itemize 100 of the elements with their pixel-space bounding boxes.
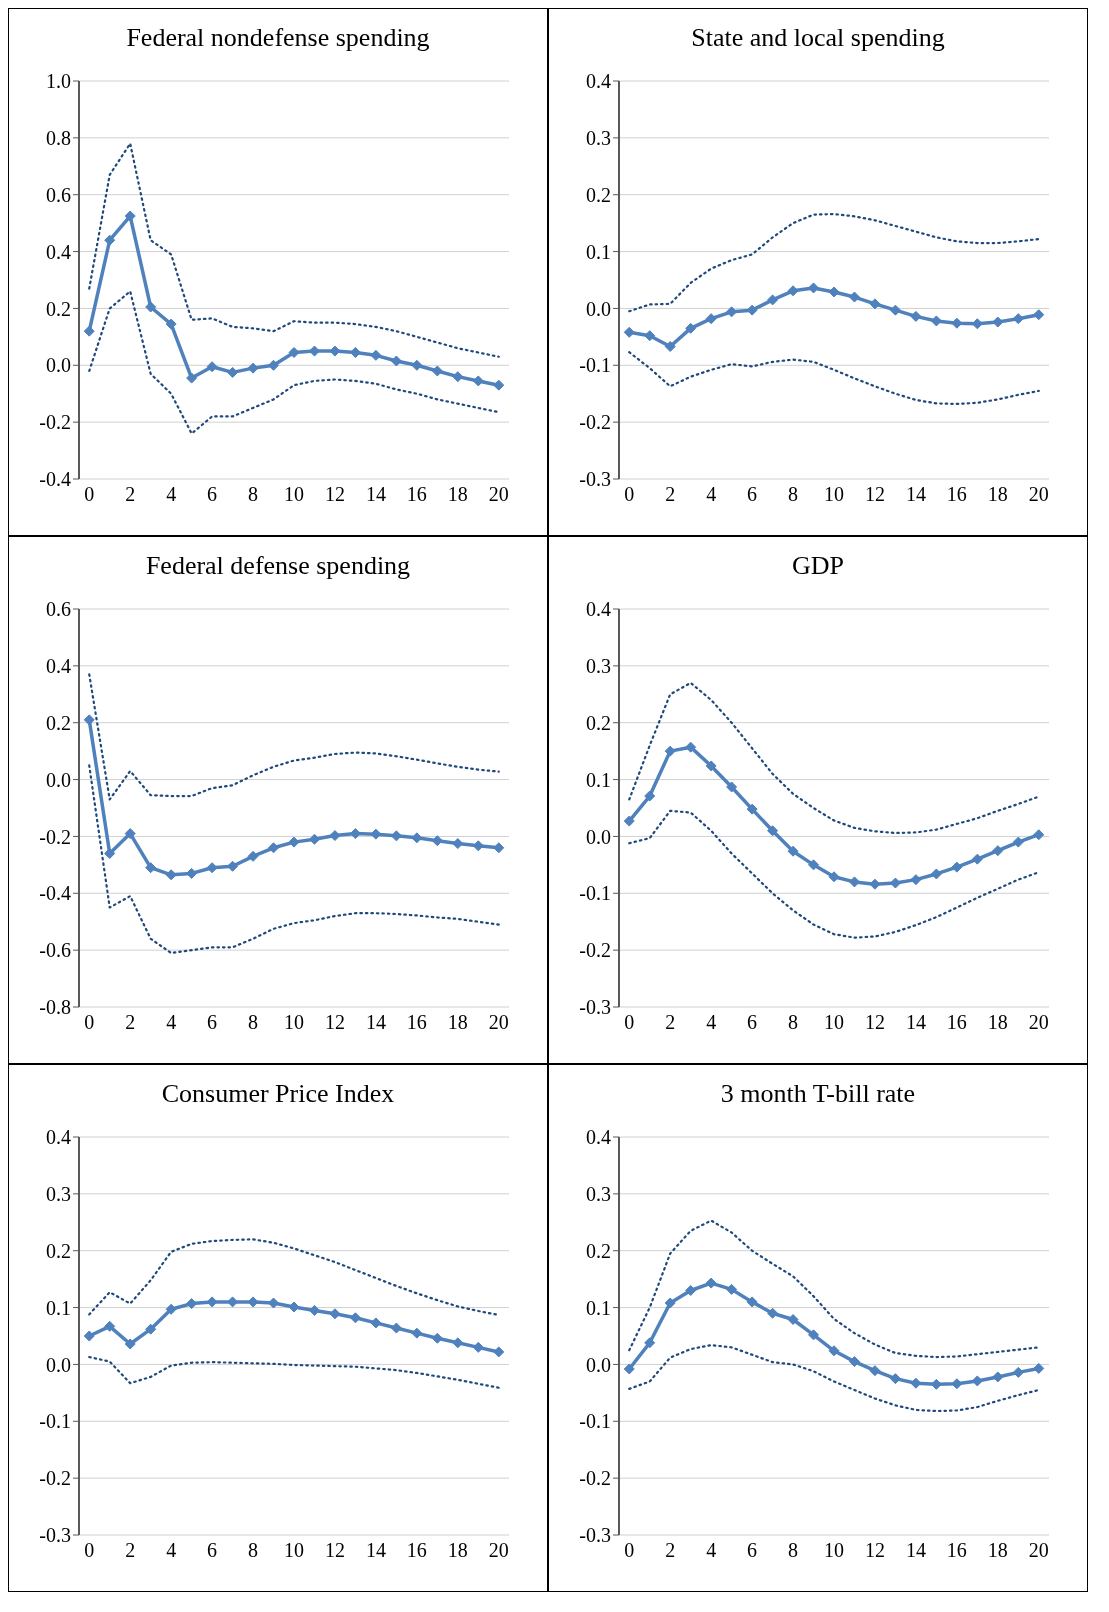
point bbox=[104, 847, 116, 859]
x-tick-label: 4 bbox=[706, 1011, 717, 1034]
y-tick-label: 0.0 bbox=[586, 825, 611, 848]
x-tick-label: 14 bbox=[365, 1539, 386, 1562]
chart-title: Federal defense spending bbox=[144, 550, 412, 582]
point bbox=[145, 1323, 157, 1335]
line-series bbox=[628, 1219, 1040, 1359]
x-tick-label: 0 bbox=[84, 483, 95, 506]
point bbox=[930, 315, 942, 327]
point bbox=[390, 1322, 402, 1334]
y-tick-label: -0.2 bbox=[579, 1467, 611, 1490]
point bbox=[808, 859, 820, 871]
point bbox=[247, 362, 259, 374]
point bbox=[767, 294, 779, 306]
point bbox=[206, 361, 218, 373]
point bbox=[910, 874, 922, 886]
x-tick-label: 14 bbox=[905, 483, 926, 506]
point bbox=[370, 349, 382, 361]
x-tick-label: 2 bbox=[125, 1011, 136, 1034]
x-tick-label: 16 bbox=[406, 483, 427, 506]
x-tick-label: 16 bbox=[406, 1539, 427, 1562]
y-tick-label: 0.1 bbox=[586, 240, 611, 263]
y-tick-label: -0.1 bbox=[579, 1410, 611, 1433]
y-tick-label: 0.2 bbox=[586, 183, 611, 206]
line-series bbox=[88, 764, 500, 955]
x-tick-label: 20 bbox=[1028, 1539, 1049, 1562]
x-tick-label: 8 bbox=[788, 1539, 799, 1562]
y-tick-label: 0.0 bbox=[586, 297, 611, 320]
chart-title: 3 month T-bill rate bbox=[719, 1078, 917, 1110]
x-tick-label: 18 bbox=[987, 1011, 1008, 1034]
y-tick-label: -0.2 bbox=[39, 825, 71, 848]
y-tick-label: -0.1 bbox=[579, 354, 611, 377]
point bbox=[623, 326, 635, 338]
x-tick-label: 6 bbox=[207, 1539, 218, 1562]
point bbox=[472, 375, 484, 387]
line-series bbox=[628, 681, 1040, 835]
chart-title: State and local spending bbox=[690, 22, 946, 54]
x-tick-label: 20 bbox=[488, 1539, 509, 1562]
x-tick-label: 16 bbox=[946, 483, 967, 506]
y-tick-label: 1.0 bbox=[46, 70, 71, 93]
point bbox=[951, 861, 963, 873]
x-tick-label: 6 bbox=[747, 1539, 758, 1562]
y-tick-label: 0.2 bbox=[586, 711, 611, 734]
x-tick-label: 0 bbox=[624, 1011, 635, 1034]
point bbox=[828, 286, 840, 298]
point bbox=[452, 371, 464, 383]
point bbox=[1033, 309, 1045, 321]
x-tick-label: 18 bbox=[987, 483, 1008, 506]
x-tick-label: 12 bbox=[864, 1011, 885, 1034]
x-tick-label: 8 bbox=[788, 483, 799, 506]
line-series bbox=[88, 1355, 500, 1389]
point bbox=[644, 790, 656, 802]
x-tick-label: 12 bbox=[324, 483, 345, 506]
point bbox=[1012, 836, 1024, 848]
x-tick-label: 12 bbox=[324, 1011, 345, 1034]
x-tick-label: 12 bbox=[324, 1539, 345, 1562]
point bbox=[992, 1371, 1004, 1383]
y-tick-label: -0.2 bbox=[39, 411, 71, 434]
y-tick-label: -0.6 bbox=[39, 939, 71, 962]
point bbox=[268, 1297, 280, 1309]
point bbox=[124, 210, 136, 222]
x-tick-label: 10 bbox=[824, 1011, 844, 1034]
point bbox=[726, 781, 738, 793]
chart-title: GDP bbox=[791, 550, 845, 582]
x-tick-label: 4 bbox=[706, 1539, 717, 1562]
y-tick-label: 0.0 bbox=[586, 1353, 611, 1376]
x-tick-label: 2 bbox=[665, 1011, 676, 1034]
point bbox=[145, 301, 157, 313]
point bbox=[1033, 1362, 1045, 1374]
point bbox=[288, 836, 300, 848]
point bbox=[83, 1330, 95, 1342]
point bbox=[411, 359, 423, 371]
point bbox=[493, 379, 505, 391]
x-tick-label: 4 bbox=[166, 483, 177, 506]
line-series bbox=[88, 673, 500, 801]
x-tick-label: 6 bbox=[207, 483, 218, 506]
point bbox=[705, 760, 717, 772]
point bbox=[869, 298, 881, 310]
x-tick-label: 20 bbox=[488, 1011, 509, 1034]
point bbox=[431, 1332, 443, 1344]
point bbox=[329, 830, 341, 842]
y-tick-label: 0.2 bbox=[46, 297, 71, 320]
x-tick-label: 12 bbox=[864, 483, 885, 506]
x-tick-label: 10 bbox=[824, 1539, 844, 1562]
point bbox=[664, 1297, 676, 1309]
x-tick-label: 8 bbox=[788, 1011, 799, 1034]
x-tick-label: 16 bbox=[946, 1539, 967, 1562]
x-tick-label: 20 bbox=[1028, 1011, 1049, 1034]
point bbox=[767, 825, 779, 837]
point bbox=[808, 1329, 820, 1341]
y-tick-label: 0.0 bbox=[46, 1353, 71, 1376]
x-tick-label: 10 bbox=[284, 483, 304, 506]
point bbox=[83, 325, 95, 337]
x-tick-label: 2 bbox=[665, 483, 676, 506]
x-tick-label: 10 bbox=[284, 1539, 304, 1562]
point bbox=[869, 1365, 881, 1377]
x-tick-label: 4 bbox=[166, 1011, 177, 1034]
point bbox=[472, 1341, 484, 1353]
point bbox=[787, 285, 799, 297]
x-tick-label: 2 bbox=[665, 1539, 676, 1562]
